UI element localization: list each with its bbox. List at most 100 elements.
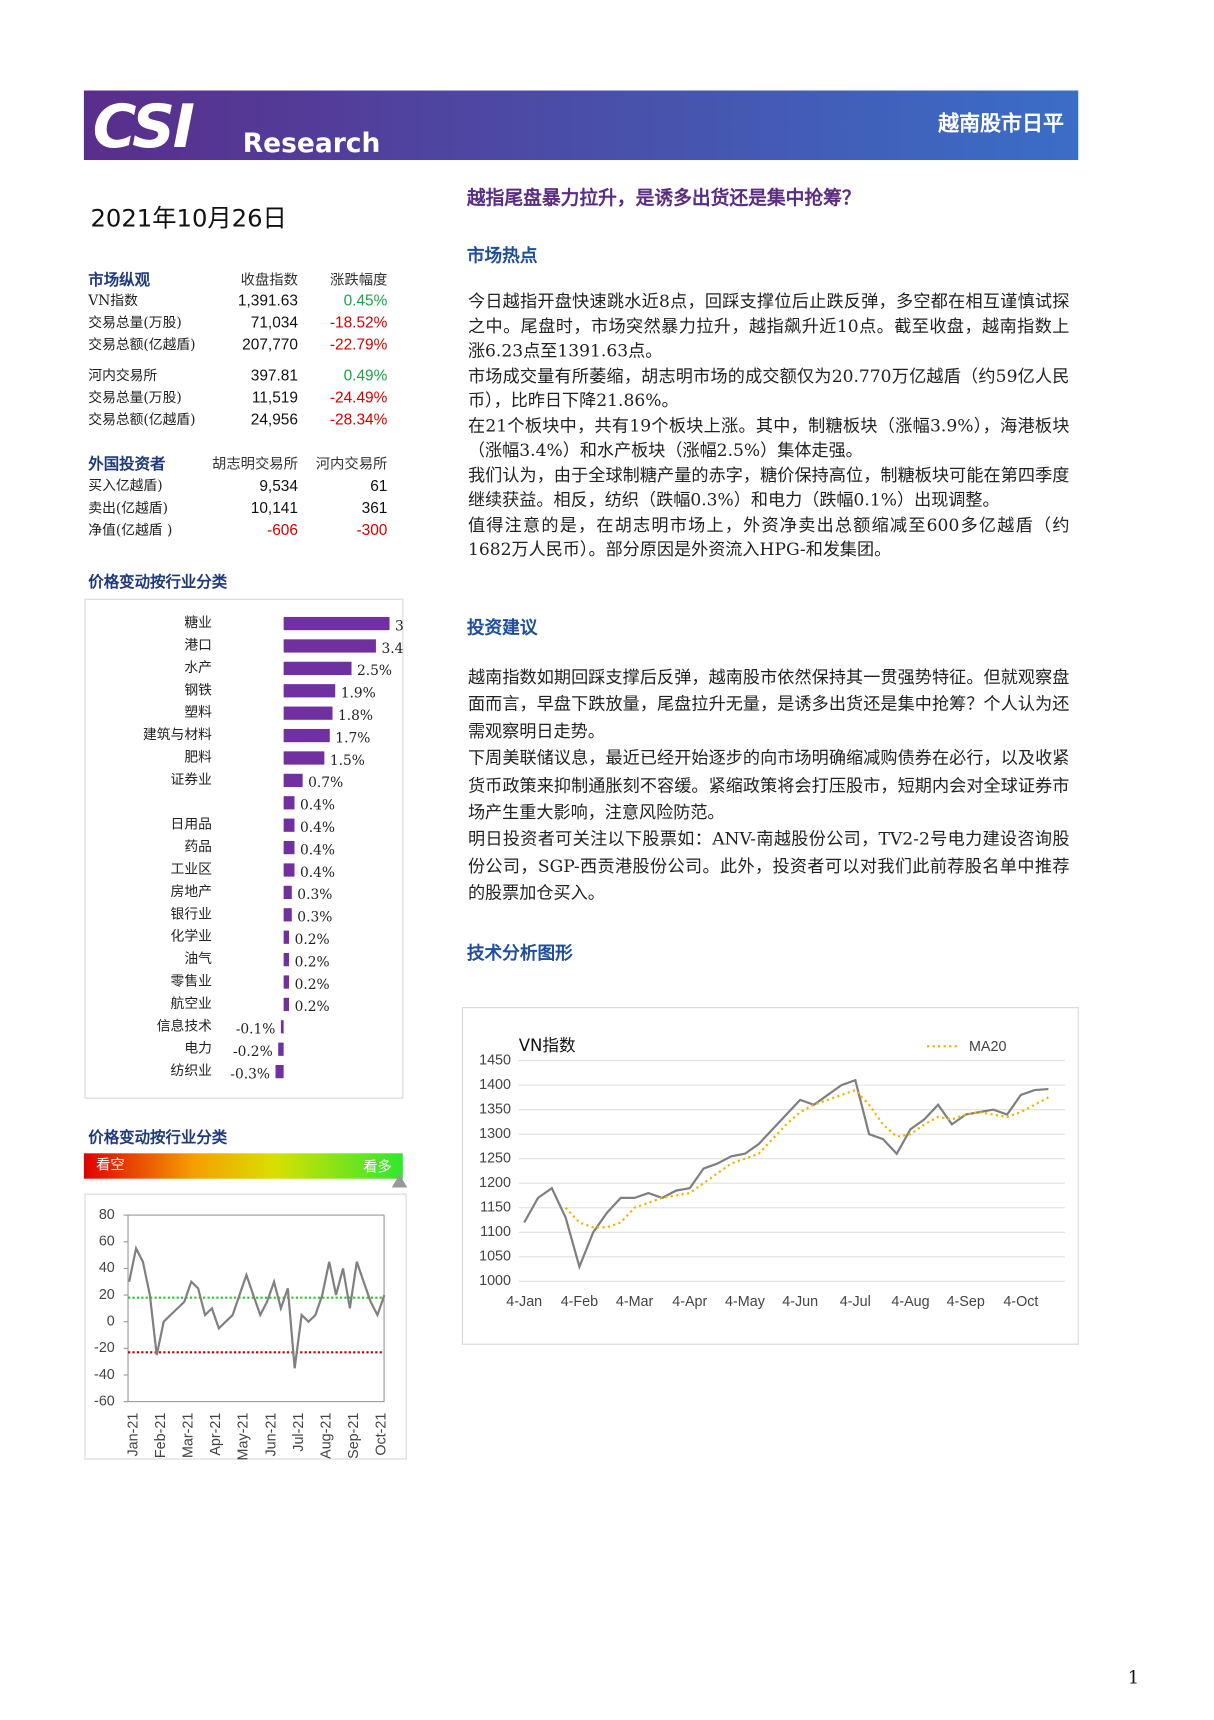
value-label: 0.4%	[300, 842, 335, 858]
category-label: 港口	[184, 637, 212, 653]
table-cell: -24.49%	[330, 389, 388, 406]
date: 2021年10月26日	[90, 204, 286, 233]
bar	[283, 885, 292, 900]
advice-text: 越南指数如期回踩支撑后反弹，越南股市依然保持其一贯强势特征。但就观察盘面而言，早…	[468, 664, 1069, 906]
report-name: 越南股市日平	[937, 112, 1064, 136]
table-cell: 397.81	[251, 367, 298, 384]
table-cell: 1,391.63	[238, 292, 298, 309]
bar	[275, 1065, 284, 1079]
paragraph: 市场成交量有所萎缩，胡志明市场的成交额仅为20.770万亿越盾（约59亿人民币）…	[467, 365, 1070, 411]
value-label: 0.2%	[295, 977, 330, 993]
table-header: 市场纵观	[88, 270, 150, 289]
value-label: 0.3%	[297, 910, 332, 926]
value-label: 0.7%	[308, 775, 343, 791]
x-tick-label: Apr-21	[208, 1413, 224, 1456]
sentiment-line	[128, 1245, 386, 1369]
bar	[283, 863, 295, 877]
y-tick-label: 1150	[480, 1200, 511, 1216]
value-label: 3.9%	[395, 618, 430, 634]
x-tick-label: Jan-21	[125, 1413, 141, 1457]
paragraph: 在21个板块中，共有19个板块上涨。其中，制糖板块（涨幅3.9%），海港板块（涨…	[467, 415, 1070, 461]
value-label: 1.5%	[330, 753, 365, 769]
y-tick-label: 40	[99, 1260, 115, 1276]
hotspots-text: 今日越指开盘快速跳水近8点，回踩支撑位后止跌反弹，多空都在相互谨慎试探之中。尾盘…	[468, 289, 1069, 562]
x-tick-label: May-21	[236, 1413, 252, 1461]
table-header: 河内交易所	[316, 455, 388, 473]
category-label: 水产	[184, 660, 212, 676]
category-label: 工业区	[171, 861, 213, 877]
x-tick-label: 4-Oct	[1003, 1294, 1038, 1310]
y-tick-label: 80	[99, 1207, 115, 1223]
x-tick-label: Aug-21	[318, 1413, 334, 1459]
x-tick-label: 4-May	[725, 1294, 766, 1310]
category-label: 纺织业	[171, 1063, 212, 1079]
section-heading: 技术分析图形	[466, 942, 573, 964]
bar	[283, 997, 290, 1012]
table-cell: 10,141	[251, 500, 298, 517]
category-label: 日用品	[171, 817, 212, 833]
table-cell: 207,770	[242, 337, 298, 354]
y-tick-label: 20	[99, 1287, 115, 1303]
table-cell: 0.45%	[344, 292, 388, 309]
bar	[283, 975, 290, 989]
table-cell: -18.52%	[330, 314, 388, 331]
report-title: 越指尾盘暴力拉升，是诱多出货还是集中抢筹？	[466, 186, 861, 209]
bar	[283, 930, 290, 944]
paragraph: 下周美联储议息，最近已经开始逐步的向市场明确缩减购债券在必行，以及收紧货币政策来…	[467, 748, 1070, 823]
category-label: 建筑与材料	[143, 727, 212, 743]
value-label: 0.4%	[300, 798, 335, 814]
y-tick-label: -60	[94, 1393, 115, 1409]
category-label: 银行业	[171, 906, 212, 922]
value-label: 2.5%	[357, 663, 392, 679]
x-tick-label: 4-Aug	[891, 1294, 929, 1310]
table-cell: 买入亿越盾)	[88, 478, 162, 494]
bar	[283, 840, 295, 855]
paragraph: 我们认为，由于全球制糖产量的赤字，糖价保持高位，制糖板块可能在第四季度继续获益。…	[467, 465, 1070, 510]
y-tick-label: 1000	[479, 1273, 511, 1289]
value-label: 0.4%	[300, 820, 335, 836]
series-line	[523, 1078, 1049, 1271]
sentiment-chart-frame	[84, 1193, 407, 1460]
bar	[283, 751, 325, 765]
table-cell: -28.34%	[330, 412, 388, 429]
bar	[283, 908, 292, 922]
category-label: 航空业	[171, 996, 212, 1012]
value-label: 3.4%	[381, 641, 416, 657]
category-label: 肥料	[184, 749, 212, 765]
y-tick-label: -20	[94, 1340, 115, 1356]
y-tick-label: 1100	[480, 1224, 511, 1240]
gauge-label: 看多	[363, 1159, 392, 1176]
category-label: 油气	[184, 951, 212, 967]
table-cell: 卖出(亿越盾)	[88, 500, 168, 516]
sentiment-chart-title: 价格变动按行业分类	[88, 1127, 228, 1146]
y-tick-label: 1450	[479, 1052, 511, 1068]
table-cell: 11,519	[252, 389, 298, 406]
table-cell: 361	[362, 500, 388, 517]
value-label: 1.8%	[338, 708, 373, 724]
y-tick-label: 0	[107, 1313, 115, 1329]
vn-chart-frame	[461, 1007, 1079, 1345]
x-tick-label: 4-Apr	[672, 1294, 707, 1310]
category-label: 零售业	[171, 974, 212, 990]
value-label: 0.3%	[297, 887, 332, 903]
value-label: 0.4%	[300, 865, 335, 881]
category-label: 钢铁	[184, 682, 212, 698]
y-tick-label: 1400	[479, 1077, 511, 1093]
paragraph: 今日越指开盘快速跳水近8点，回踩支撑位后止跌反弹，多空都在相互谨慎试探之中。尾盘…	[467, 291, 1070, 361]
gauge-bar	[83, 1153, 403, 1179]
table-header: 胡志明交易所	[212, 455, 298, 473]
category-label: 糖业	[184, 615, 212, 631]
table-cell: 24,956	[251, 412, 298, 429]
bar	[283, 706, 333, 720]
x-tick-label: 4-Jan	[506, 1294, 542, 1310]
value-label: -0.3%	[230, 1066, 270, 1082]
x-tick-label: 4-Jun	[782, 1294, 818, 1310]
sector-chart-frame	[84, 598, 404, 1099]
x-tick-label: 4-Feb	[561, 1294, 598, 1310]
bar	[280, 1020, 284, 1034]
x-tick-label: Jul-21	[291, 1413, 307, 1452]
category-label: 塑料	[184, 705, 212, 721]
page-number: 1	[1128, 1669, 1139, 1689]
y-tick-label: 1250	[479, 1150, 511, 1166]
